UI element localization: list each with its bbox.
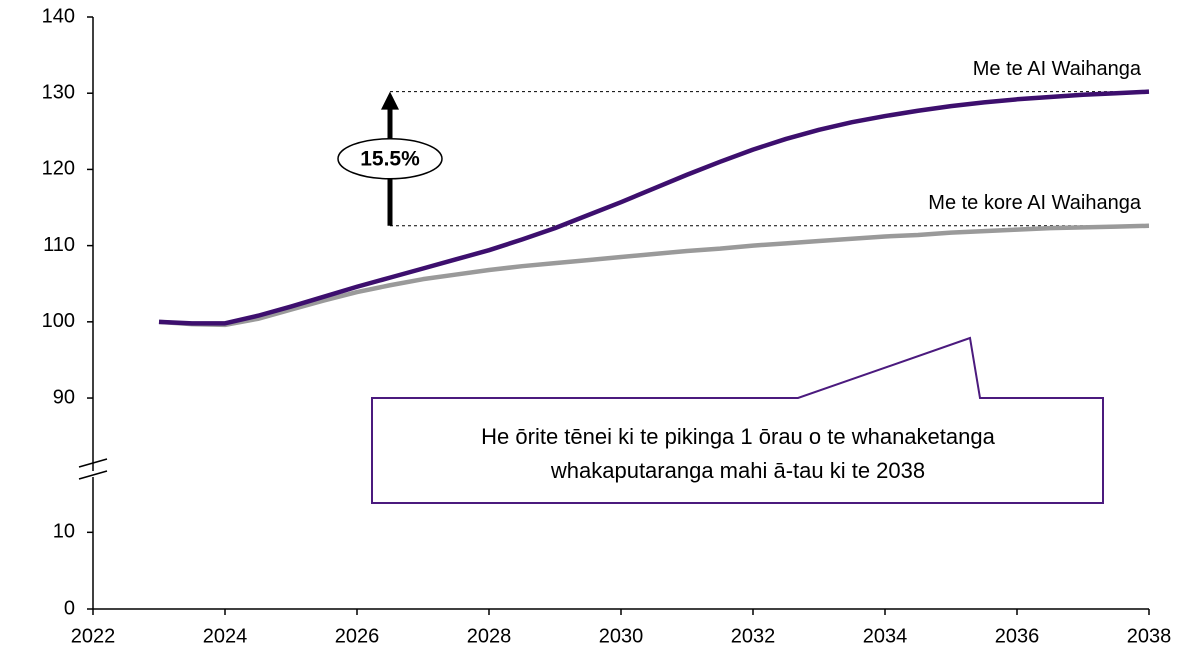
x-tick-label: 2026 xyxy=(335,625,380,647)
y-tick-label: 130 xyxy=(42,81,75,103)
x-tick-label: 2036 xyxy=(995,625,1040,647)
series-label: Me te AI Waihanga xyxy=(973,58,1142,80)
x-tick-label: 2034 xyxy=(863,625,908,647)
callout-text: whakaputaranga mahi ā-tau ki te 2038 xyxy=(550,458,925,483)
x-tick-label: 2030 xyxy=(599,625,644,647)
series-line xyxy=(158,223,1150,328)
y-tick-label: 90 xyxy=(53,386,75,408)
y-tick-label: 140 xyxy=(42,5,75,27)
x-tick-label: 2022 xyxy=(71,625,116,647)
x-tick-label: 2032 xyxy=(731,625,776,647)
x-tick-label: 2024 xyxy=(203,625,248,647)
series-label: Me te kore AI Waihanga xyxy=(928,192,1142,214)
x-tick-label: 2038 xyxy=(1127,625,1172,647)
arrow-head xyxy=(381,91,399,110)
y-tick-label: 10 xyxy=(53,521,75,543)
y-tick-label: 120 xyxy=(42,158,75,180)
axis-break xyxy=(78,458,108,468)
callout-text: He ōrite tēnei ki te pikinga 1 ōrau o te… xyxy=(481,424,995,449)
callout-box xyxy=(371,336,1104,504)
y-tick-label: 0 xyxy=(64,597,75,619)
series-line xyxy=(158,89,1150,326)
annotation-label: 15.5% xyxy=(360,147,420,170)
y-tick-label: 100 xyxy=(42,310,75,332)
annotation-oval xyxy=(337,137,443,180)
x-tick-label: 2028 xyxy=(467,625,512,647)
axis-break xyxy=(78,470,108,480)
y-tick-label: 110 xyxy=(43,234,75,256)
